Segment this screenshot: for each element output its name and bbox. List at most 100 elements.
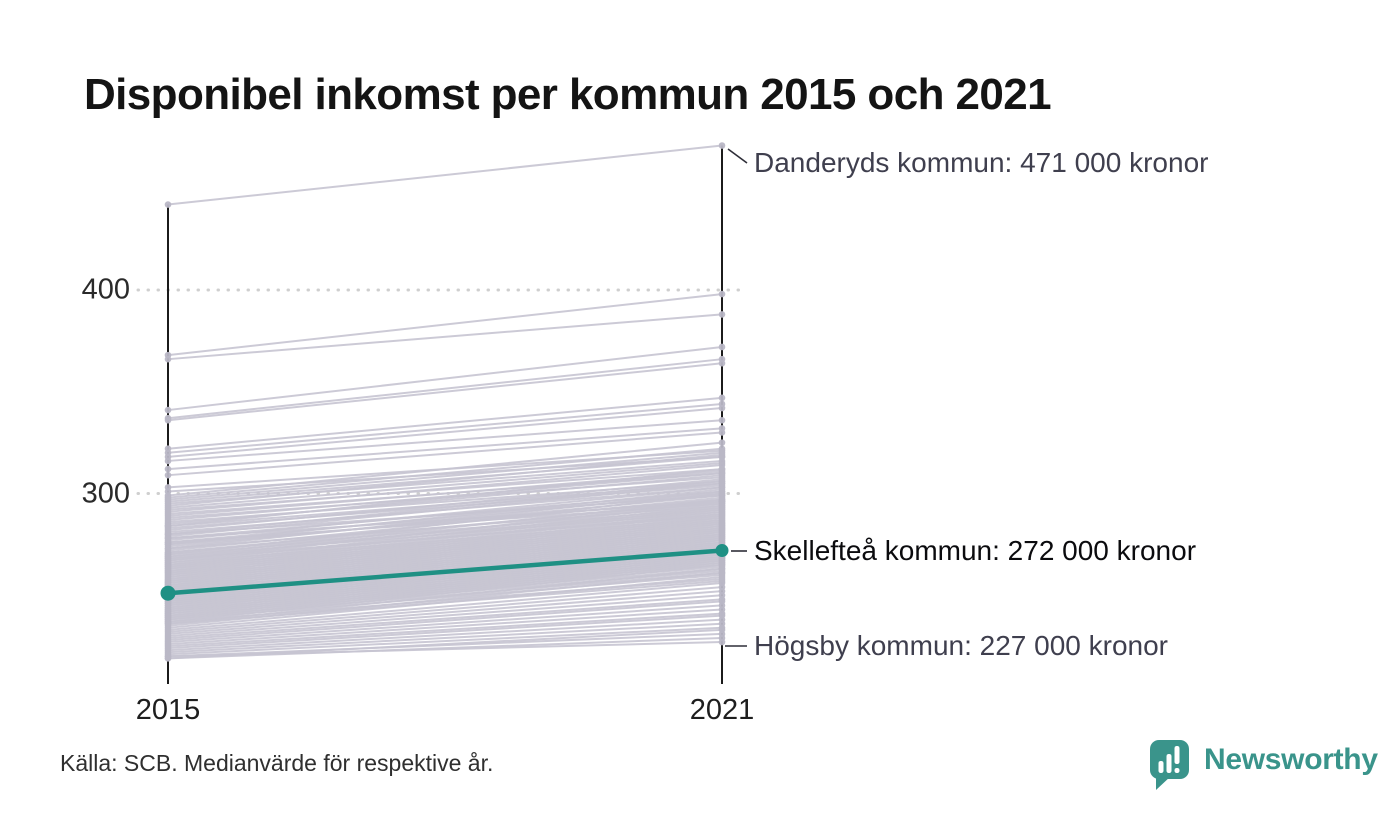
slope-line	[167, 612, 723, 648]
slope-line	[167, 567, 723, 625]
slope-line	[167, 600, 723, 642]
y-axis-tick-label: 300	[81, 477, 130, 509]
slope-line	[167, 461, 723, 509]
endpoint-dot	[164, 457, 172, 465]
slope-line	[167, 559, 723, 619]
slope-line	[167, 472, 723, 521]
highlight-slope-line	[167, 548, 723, 596]
highlight-series-layer	[160, 543, 729, 601]
endpoint-dot	[718, 404, 726, 412]
logo-exclamation-bar	[1174, 746, 1180, 764]
endpoint-dot	[164, 471, 172, 479]
slope-line	[167, 563, 723, 623]
endpoint-dot	[718, 142, 726, 149]
slope-line	[167, 358, 723, 420]
endpoint-dot	[718, 359, 726, 367]
slope-line	[167, 529, 723, 589]
logo-bubble-tail	[1156, 776, 1171, 790]
slope-line	[167, 431, 723, 477]
slope-line	[167, 632, 723, 658]
endpoint-dot	[718, 311, 726, 318]
slope-line	[167, 500, 723, 562]
slope-line	[167, 533, 723, 593]
annotation-leader-lines	[725, 148, 748, 647]
slope-line	[167, 468, 723, 528]
slope-line	[167, 345, 723, 412]
endpoint-dot	[164, 416, 172, 424]
slope-line	[167, 618, 723, 652]
slope-line	[167, 362, 723, 422]
slope-line	[167, 636, 723, 660]
endpoint-dot	[164, 201, 172, 208]
slope-line	[167, 512, 723, 572]
slope-line	[167, 535, 723, 595]
slope-line	[167, 520, 723, 580]
newsworthy-logo-icon	[1150, 740, 1189, 790]
endpoint-dot	[164, 465, 172, 473]
slope-line	[167, 525, 723, 585]
slope-line	[167, 492, 723, 556]
slope-line	[167, 419, 723, 462]
slope-line	[167, 582, 723, 631]
annotation-hogsby: Högsby kommun: 227 000 kronor	[754, 630, 1168, 661]
slope-line	[167, 555, 723, 615]
endpoint-dot	[718, 439, 726, 446]
slope-line	[167, 468, 723, 511]
page-title: Disponibel inkomst per kommun 2015 och 2…	[84, 70, 1052, 119]
slope-line	[167, 516, 723, 576]
annotation-danderyd: Danderyds kommun: 471 000 kronor	[754, 147, 1209, 178]
endpoint-dot	[718, 416, 726, 424]
endpoint-dot	[718, 490, 726, 497]
slope-line	[167, 531, 723, 591]
endpoint-dot	[164, 355, 172, 363]
slope-line	[167, 557, 723, 617]
slope-line	[167, 293, 723, 357]
endpoint-dot	[718, 394, 726, 402]
slope-line	[167, 604, 723, 644]
logo-bar-short	[1158, 761, 1164, 773]
slope-line	[167, 508, 723, 568]
leader-line-danderyd	[727, 148, 748, 164]
slope-line	[167, 641, 723, 658]
slope-line	[167, 486, 723, 542]
endpoint-dot	[164, 406, 172, 414]
slope-line	[167, 561, 723, 621]
slope-line	[167, 527, 723, 587]
slope-line	[167, 482, 723, 538]
slope-line	[167, 402, 723, 454]
slope-line	[167, 396, 723, 450]
slope-line	[167, 514, 723, 574]
logo-exclamation-dot	[1174, 768, 1180, 773]
highlight-dot-2015	[160, 585, 176, 601]
slope-line	[167, 575, 723, 629]
endpoint-dot	[718, 626, 726, 634]
slope-line	[167, 598, 723, 639]
x-axis-label-2021: 2021	[689, 694, 755, 726]
slope-line	[167, 506, 723, 566]
slope-line	[167, 455, 723, 503]
slope-line	[167, 614, 723, 650]
slope-line	[167, 504, 723, 564]
slope-line	[167, 518, 723, 578]
slope-line	[167, 553, 723, 613]
slope-line	[167, 594, 723, 637]
slope-line	[167, 498, 723, 558]
slope-line	[167, 510, 723, 570]
slope-line	[167, 407, 723, 458]
slope-line	[167, 490, 723, 550]
slope-line	[167, 441, 723, 497]
newsworthy-wordmark: Newsworthy	[1204, 743, 1378, 776]
endpoint-dot	[718, 451, 726, 459]
slope-line	[167, 313, 723, 361]
endpoint-dot	[718, 429, 726, 436]
slope-line	[167, 523, 723, 582]
slope-line	[167, 549, 723, 609]
slope-line	[167, 488, 723, 546]
slope-line	[167, 144, 723, 206]
slope-line	[167, 478, 723, 532]
endpoint-dot	[718, 465, 726, 473]
slope-line	[167, 608, 723, 646]
slope-line	[167, 551, 723, 611]
slope-line	[167, 590, 723, 635]
